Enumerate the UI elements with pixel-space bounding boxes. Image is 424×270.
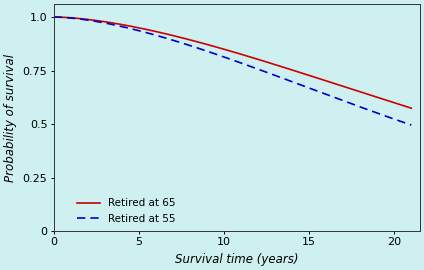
Line: Retired at 65: Retired at 65 [54,17,411,108]
Retired at 65 [263,60,268,63]
Retired at 55 [353,103,358,107]
Retired at 55 [51,15,56,19]
Retired at 55 [53,15,58,19]
X-axis label: Survival time (years): Survival time (years) [175,253,298,266]
Retired at 55 [264,71,269,74]
Retired at 65 [375,96,380,99]
Y-axis label: Probability of survival: Probability of survival [4,54,17,182]
Retired at 55 [409,123,414,127]
Retired at 55 [263,70,268,73]
Retired at 65 [409,107,414,110]
Retired at 65 [53,15,58,19]
Retired at 65 [353,89,358,92]
Line: Retired at 55: Retired at 55 [54,17,411,125]
Retired at 55 [375,112,380,115]
Retired at 65 [264,60,269,64]
Legend: Retired at 65, Retired at 55: Retired at 65, Retired at 55 [77,198,176,224]
Retired at 55 [270,73,275,76]
Retired at 65 [270,62,275,65]
Retired at 65 [51,15,56,19]
